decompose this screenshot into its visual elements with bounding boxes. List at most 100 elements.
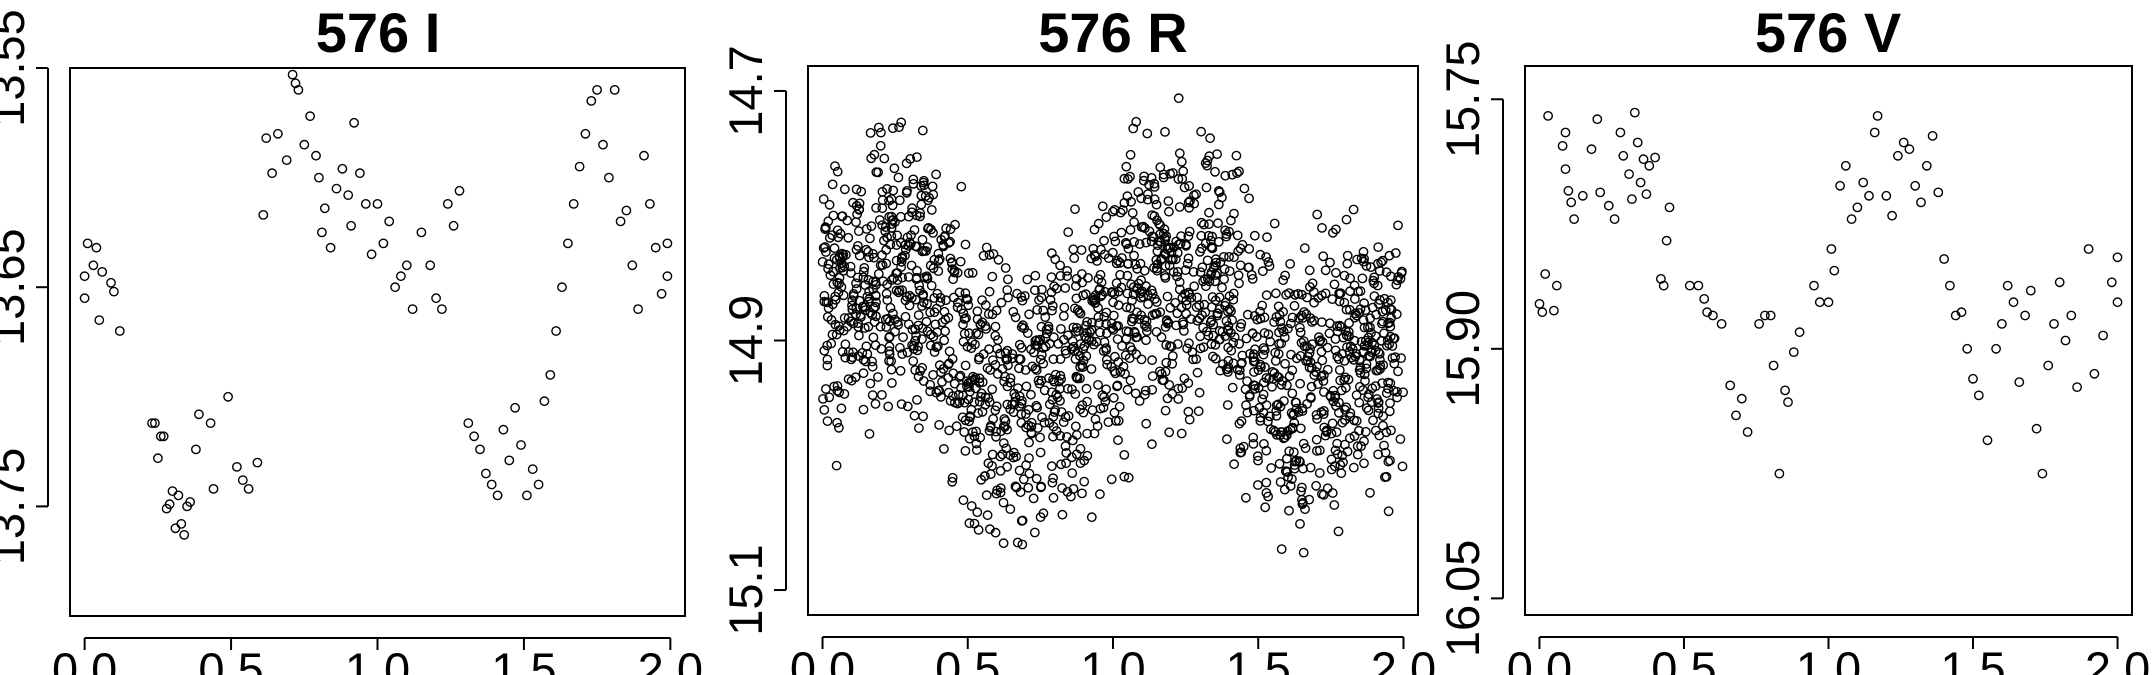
- data-point: [944, 358, 954, 369]
- data-point: [1534, 298, 1545, 309]
- data-point: [1385, 321, 1396, 332]
- data-point: [1366, 262, 1376, 272]
- data-point: [909, 340, 919, 351]
- data-point: [858, 354, 869, 365]
- data-point: [1062, 271, 1073, 282]
- data-point: [1363, 405, 1374, 416]
- data-point: [1332, 351, 1343, 362]
- data-point: [1089, 224, 1100, 235]
- data-point: [267, 168, 277, 179]
- data-point: [1627, 194, 1637, 205]
- data-point: [1058, 311, 1069, 321]
- data-point: [1305, 281, 1315, 292]
- data-point: [1287, 365, 1298, 376]
- data-point: [908, 174, 919, 185]
- data-point: [1141, 418, 1152, 429]
- data-point: [1377, 255, 1388, 266]
- data-point: [1181, 308, 1192, 319]
- data-point: [1638, 154, 1649, 165]
- data-point: [1349, 280, 1360, 291]
- data-point: [1156, 368, 1167, 379]
- data-point: [868, 332, 879, 343]
- data-point: [948, 274, 958, 285]
- data-point: [574, 161, 585, 172]
- data-point: [848, 197, 858, 208]
- data-point: [836, 403, 847, 414]
- data-point: [1253, 382, 1264, 393]
- data-point: [1194, 387, 1205, 398]
- data-point: [1242, 407, 1253, 418]
- data-point: [416, 227, 427, 238]
- data-point: [533, 479, 544, 490]
- data-point: [79, 293, 90, 304]
- data-point: [1223, 325, 1234, 335]
- data-point: [1233, 270, 1244, 281]
- data-point: [1326, 454, 1337, 465]
- data-point: [889, 314, 900, 325]
- data-point: [1002, 354, 1013, 364]
- data-point: [1213, 308, 1223, 319]
- data-point: [847, 300, 857, 311]
- data-point: [1170, 297, 1181, 308]
- data-point: [1311, 434, 1322, 445]
- data-point: [1271, 410, 1282, 421]
- data-point: [822, 311, 833, 322]
- data-point: [325, 242, 336, 253]
- data-point: [311, 150, 321, 161]
- data-point: [1298, 336, 1309, 346]
- data-point: [1997, 318, 2007, 329]
- data-point: [1155, 366, 1165, 377]
- data-point: [1161, 357, 1172, 368]
- data-point: [1340, 404, 1350, 415]
- x-tick-label: 1.0: [1796, 642, 1861, 675]
- data-point: [1336, 468, 1347, 479]
- data-point: [1373, 403, 1384, 413]
- x-tick-label: 2.0: [1371, 642, 1436, 675]
- data-point: [1204, 219, 1214, 230]
- data-point: [1327, 418, 1338, 429]
- data-point: [1217, 192, 1227, 203]
- data-point: [1246, 269, 1257, 280]
- data-point: [1021, 422, 1031, 433]
- data-point: [917, 323, 928, 333]
- data-point: [969, 431, 980, 442]
- data-point: [1056, 374, 1067, 384]
- data-point: [858, 266, 869, 277]
- data-point: [1048, 431, 1058, 442]
- data-point: [1198, 276, 1209, 287]
- data-point: [2089, 368, 2100, 379]
- data-point: [1174, 277, 1185, 287]
- data-point: [193, 409, 204, 420]
- data-point: [1162, 318, 1173, 329]
- data-point: [1024, 437, 1034, 448]
- data-point: [988, 413, 998, 424]
- data-point: [1338, 457, 1348, 468]
- data-point: [875, 260, 886, 271]
- data-point: [963, 394, 974, 405]
- data-point: [609, 85, 620, 95]
- data-point: [856, 186, 867, 197]
- data-point: [2112, 252, 2123, 263]
- data-point: [1385, 455, 1395, 466]
- data-point: [958, 495, 969, 506]
- data-point: [1048, 354, 1059, 365]
- data-point: [349, 117, 359, 128]
- data-point: [1253, 480, 1263, 490]
- data-point: [832, 166, 843, 177]
- data-point: [934, 360, 945, 371]
- data-point: [969, 397, 980, 408]
- data-point: [1361, 403, 1372, 413]
- data-point: [1210, 166, 1220, 177]
- data-point: [1002, 461, 1012, 472]
- data-point: [902, 401, 913, 412]
- data-point: [998, 497, 1009, 508]
- data-point: [164, 499, 175, 510]
- data-point: [845, 316, 856, 327]
- data-point: [1380, 472, 1390, 483]
- data-point: [1147, 371, 1158, 381]
- data-point: [1318, 376, 1329, 386]
- data-point: [1258, 349, 1269, 360]
- data-point: [1374, 430, 1385, 441]
- data-point: [919, 175, 929, 186]
- plot-frame: [1524, 65, 2133, 616]
